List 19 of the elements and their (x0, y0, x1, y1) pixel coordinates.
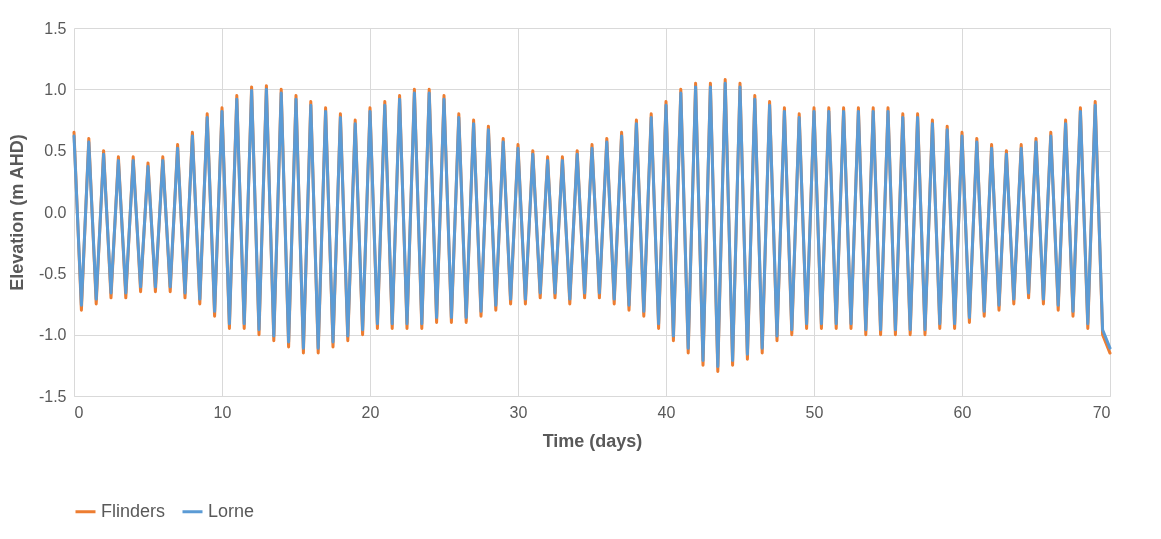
y-axis-title: Elevation (m AHD) (6, 134, 27, 291)
legend-label: Lorne (208, 500, 255, 521)
y-tick-label: 1.0 (44, 80, 67, 98)
x-tick-label: 50 (805, 403, 824, 421)
y-tick-label: -0.5 (38, 264, 67, 282)
x-tick-label: 20 (361, 403, 380, 421)
x-tick-label: 30 (509, 403, 528, 421)
y-tick-label: 0.0 (44, 203, 67, 221)
y-tick-label: -1.0 (38, 326, 67, 344)
y-tick-label: 1.5 (44, 19, 67, 37)
x-tick-label: 40 (657, 403, 676, 421)
x-tick-label: 0 (74, 403, 84, 421)
y-tick-label: 0.5 (44, 142, 67, 160)
x-tick-label: 10 (213, 403, 232, 421)
legend-label: Flinders (101, 500, 166, 521)
x-tick-label: 60 (953, 403, 972, 421)
x-axis-title: Time (days) (542, 430, 643, 451)
y-tick-label: -1.5 (38, 387, 67, 405)
x-tick-label: 70 (1092, 403, 1111, 421)
